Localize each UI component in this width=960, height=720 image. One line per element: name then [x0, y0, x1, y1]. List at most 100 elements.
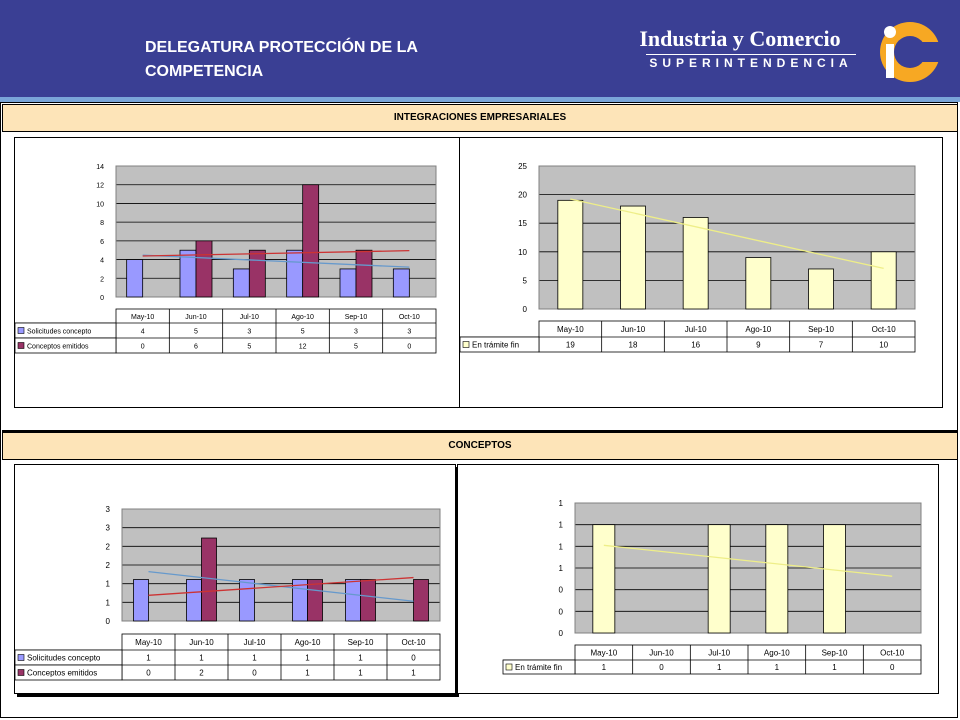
legend-swatch: [505, 663, 513, 671]
data-label: 3: [247, 329, 251, 336]
data-label: 1: [602, 663, 607, 672]
data-label: 2: [199, 669, 204, 678]
chart-panel-2: 0 5 10 15 20 25 May-10 Jun-10 Jul-10 Ago-10 Sep-10…: [459, 137, 943, 408]
y-tick-label: 15: [518, 219, 527, 228]
data-label: 7: [819, 341, 824, 350]
bar: [413, 579, 429, 622]
data-label: 3: [354, 329, 358, 336]
x-tick-label: Sep-10: [345, 314, 368, 321]
trendline: [570, 198, 884, 270]
bar: [239, 579, 255, 622]
logo-rule: [646, 54, 856, 55]
data-label: 0: [252, 669, 257, 678]
bar: [126, 259, 144, 298]
data-label: 5: [301, 329, 305, 336]
x-tick-label: May-10: [131, 314, 154, 321]
data-label: 1: [358, 654, 363, 663]
y-tick-label: 0: [559, 607, 564, 616]
x-tick-label: May-10: [135, 638, 162, 647]
legend-cell: [502, 659, 576, 675]
x-tick-label: May-10: [590, 649, 617, 658]
legend-label: Conceptos emitidos: [27, 669, 97, 678]
x-tick-label: Ago-10: [764, 649, 790, 658]
y-tick-label: 1: [106, 580, 111, 589]
y-tick-label: 1: [559, 499, 564, 508]
x-tick-label: Jun-10: [185, 314, 207, 321]
y-tick-label: 0: [559, 629, 564, 638]
plot-border: [574, 502, 922, 634]
plot-area: [116, 166, 436, 297]
x-tick-label: Ago-10: [745, 325, 771, 334]
bar: [186, 579, 202, 622]
plot-border: [538, 165, 916, 310]
legend-cell: [14, 337, 117, 354]
y-tick-label: 12: [96, 183, 104, 190]
x-tick-label: May-10: [557, 325, 584, 334]
data-label: 1: [199, 654, 204, 663]
bar: [808, 268, 834, 310]
data-label: 9: [756, 341, 761, 350]
data-label: 0: [659, 663, 664, 672]
y-tick-label: 10: [518, 248, 527, 257]
bar: [302, 184, 320, 298]
data-label: 0: [146, 669, 151, 678]
x-tick-label: Sep-10: [808, 325, 834, 334]
x-tick-label: Jul-10: [685, 325, 707, 334]
y-tick-label: 20: [518, 191, 527, 200]
bar: [339, 268, 357, 298]
legend-label: En trámite fin: [515, 663, 562, 672]
trendline: [603, 544, 893, 577]
data-label: 0: [141, 344, 145, 351]
ic-logo-mark-icon: [880, 22, 940, 82]
legend-label: Conceptos emitidos: [27, 344, 89, 351]
x-tick-label: Sep-10: [822, 649, 848, 658]
data-label: 12: [299, 344, 307, 351]
y-tick-label: 0: [559, 586, 564, 595]
data-label: 10: [879, 341, 888, 350]
bar: [592, 524, 616, 634]
x-tick-label: Oct-10: [401, 638, 426, 647]
y-tick-label: 6: [100, 239, 104, 246]
bar: [232, 268, 250, 298]
data-label: 1: [305, 669, 310, 678]
data-label: 1: [717, 663, 722, 672]
y-tick-label: 14: [96, 164, 104, 171]
x-tick-label: Jun-10: [189, 638, 214, 647]
x-tick-label: Jul-10: [244, 638, 266, 647]
y-tick-label: 3: [106, 524, 111, 533]
data-label: 0: [407, 344, 411, 351]
y-tick-label: 1: [106, 598, 111, 607]
legend-swatch: [17, 327, 25, 334]
bar: [392, 268, 410, 298]
y-tick-label: 25: [518, 162, 527, 171]
chart-solicitudes-integraciones: 0 2 4 6 8 10 12 14 May-10 Jun-10 Jul-10 Ago-10 Sep-1…: [14, 164, 437, 354]
x-tick-label: Jun-10: [649, 649, 674, 658]
y-tick-label: 4: [100, 258, 104, 265]
data-label: 6: [194, 344, 198, 351]
data-label: 5: [247, 344, 251, 351]
plot-area: [539, 166, 915, 309]
legend-swatch: [17, 654, 25, 661]
chart-tramite-conceptos: 0 0 0 1 1 1 1 May-10 Jun-10 Jul-10 Ago-10 Sep-10 Oct…: [502, 499, 922, 675]
data-label: 0: [411, 654, 416, 663]
bar: [745, 257, 772, 310]
data-label: 1: [411, 669, 416, 678]
x-tick-label: Oct-10: [880, 649, 905, 658]
bar: [307, 579, 323, 622]
data-label: 4: [141, 329, 145, 336]
legend-swatch: [17, 342, 25, 349]
data-label: 19: [566, 341, 575, 350]
section-divider: [2, 430, 958, 432]
bar: [133, 579, 149, 622]
chart-solicitudes-conceptos: 0 1 1 2 2 3 3 May-10 Jun-10 Jul-10 Ago-10 Sep-10 Oct…: [14, 505, 441, 681]
plot-border: [115, 165, 437, 298]
bar: [345, 579, 361, 622]
y-tick-label: 1: [559, 542, 564, 551]
trendline: [142, 254, 410, 268]
data-label: 5: [194, 329, 198, 336]
legend-cell: [14, 664, 123, 681]
x-tick-label: Oct-10: [399, 314, 420, 321]
x-tick-label: Ago-10: [291, 314, 314, 321]
y-tick-label: 2: [100, 276, 104, 283]
data-label: 1: [146, 654, 151, 663]
